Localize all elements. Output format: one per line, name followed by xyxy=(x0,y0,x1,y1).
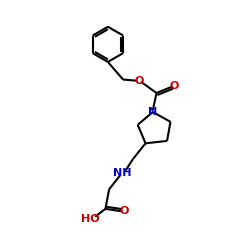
Text: N: N xyxy=(148,107,158,117)
Text: NH: NH xyxy=(113,168,132,178)
Text: O: O xyxy=(134,76,143,86)
Text: O: O xyxy=(170,81,179,91)
Text: HO: HO xyxy=(82,214,100,224)
Text: O: O xyxy=(119,206,128,216)
